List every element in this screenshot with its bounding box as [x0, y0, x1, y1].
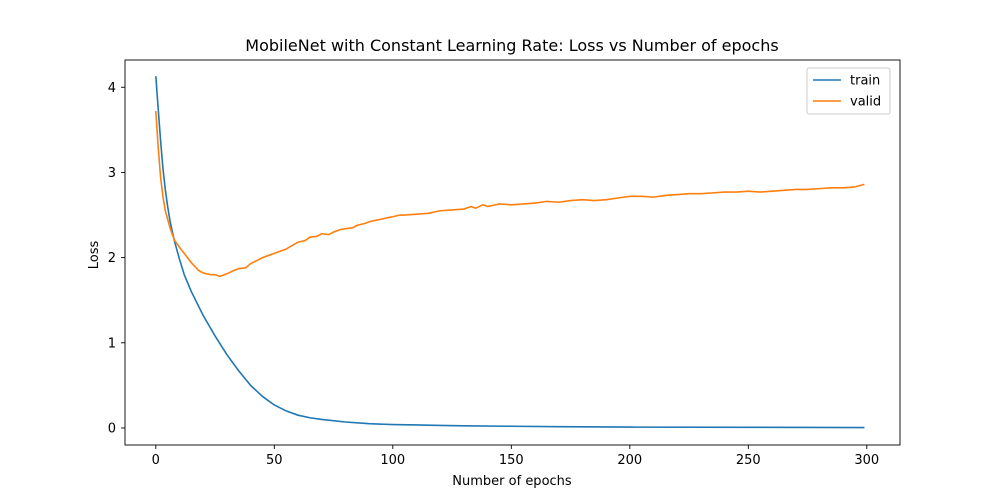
x-tick-label: 50 [266, 453, 283, 468]
axes-frame [124, 59, 901, 446]
series-line-valid [155, 111, 865, 278]
x-tick-label: 300 [854, 453, 879, 468]
y-tick-label: 2 [108, 251, 116, 266]
series-line-train [155, 76, 865, 429]
legend-label-train: train [850, 74, 880, 89]
x-axis-label: Number of epochs [452, 474, 572, 489]
x-tick-label: 100 [380, 453, 405, 468]
y-tick-label: 0 [108, 421, 116, 436]
x-tick-label: 0 [152, 453, 160, 468]
legend-label-valid: valid [850, 95, 881, 110]
x-tick-label: 200 [617, 453, 642, 468]
legend: train valid [806, 67, 891, 115]
plot-area: 0 50 100 150 200 250 300 0 1 2 3 4 [108, 59, 901, 468]
y-tick-label: 3 [108, 166, 116, 181]
y-tick-label: 4 [108, 81, 116, 96]
x-tick-label: 250 [736, 453, 761, 468]
x-tick-label: 150 [499, 453, 524, 468]
y-axis-label: Loss [87, 241, 102, 270]
chart-title: MobileNet with Constant Learning Rate: L… [245, 36, 778, 55]
y-tick-label: 1 [108, 336, 116, 351]
